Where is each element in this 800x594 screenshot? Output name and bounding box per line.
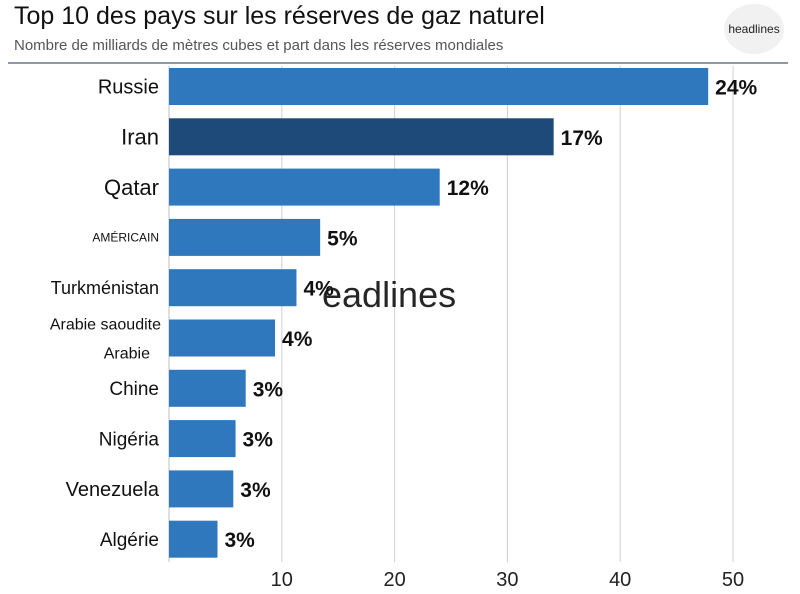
watermark-text: eadlines	[322, 274, 457, 315]
value-label: 3%	[243, 429, 274, 452]
bar	[169, 168, 440, 206]
bar	[169, 470, 234, 508]
chart-title: Top 10 des pays sur les réserves de gaz …	[14, 2, 545, 30]
category-label: Turkménistan	[51, 278, 159, 298]
x-tick-label: 40	[609, 569, 631, 591]
bar	[169, 369, 246, 407]
bars	[169, 68, 709, 558]
category-label: Russie	[98, 77, 159, 99]
header-divider	[8, 62, 788, 64]
value-label: 24%	[715, 77, 757, 100]
x-tick-label: 20	[383, 569, 405, 591]
category-label: Nigéria	[99, 429, 160, 450]
value-label: 3%	[240, 479, 271, 502]
category-label: Qatar	[104, 175, 159, 200]
category-label: Venezuela	[66, 479, 160, 501]
value-labels: 24% 17% 12% 5% 4% 4% 3% 3% 3% 3%	[225, 77, 758, 553]
bar	[169, 218, 321, 256]
chart-subtitle: Nombre de milliards de mètres cubes et p…	[14, 37, 504, 54]
bar	[169, 68, 709, 105]
x-tick-label: 50	[722, 569, 744, 591]
bar	[169, 319, 276, 357]
value-label: 3%	[225, 529, 256, 552]
value-label: 4%	[282, 328, 313, 351]
bar	[169, 118, 554, 156]
x-tick-label: 30	[496, 569, 518, 591]
value-label: 4%	[303, 278, 334, 301]
x-tick-labels: 10 20 30 40 50	[271, 569, 744, 591]
category-label: Chine	[109, 379, 159, 400]
value-label: 12%	[447, 177, 489, 200]
category-labels: Russie Iran Qatar AMÉRICAIN Turkménistan Arab…	[50, 77, 161, 551]
value-label: 17%	[561, 127, 603, 150]
category-label: AMÉRICAIN	[92, 230, 159, 245]
bar	[169, 520, 218, 558]
value-label: 5%	[327, 227, 358, 250]
bar	[169, 269, 297, 307]
headlines-logo: headlines	[724, 4, 784, 54]
category-label: Iran	[121, 125, 159, 150]
bar	[169, 420, 236, 458]
category-label: Arabie saoudite	[50, 317, 161, 334]
x-tick-label: 10	[271, 569, 293, 591]
value-label: 3%	[253, 378, 284, 401]
category-label: Algérie	[100, 530, 159, 551]
category-label: Arabie	[104, 346, 150, 363]
